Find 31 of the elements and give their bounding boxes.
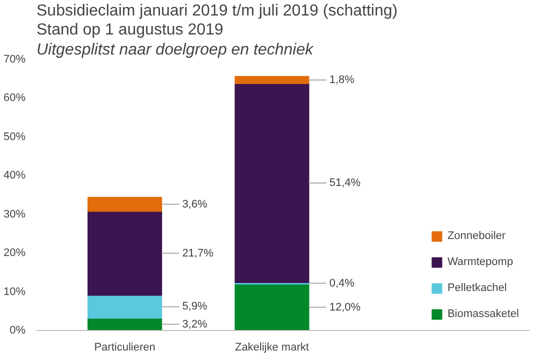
- chart-subtitle: Stand op 1 augustus 2019: [36, 22, 224, 38]
- data-label: 5,9%: [182, 300, 208, 313]
- y-tick-label: 70%: [3, 54, 26, 66]
- bar: [234, 76, 310, 84]
- bar: [88, 210, 162, 296]
- data-label: 21,7%: [182, 247, 214, 260]
- y-tick-label: 0%: [10, 324, 26, 336]
- data-label: 51,4%: [329, 177, 361, 189]
- bar: [234, 284, 310, 330]
- chart-title: Subsidieclaim januari 2019 t/m juli 2019 (schatting): [36, 2, 398, 20]
- data-label: 12,0%: [329, 301, 361, 314]
- data-label: 1,8%: [329, 74, 355, 86]
- x-tick-label: Zakelijke markt: [234, 342, 309, 354]
- data-label: 3,2%: [182, 318, 208, 330]
- legend-label: Zonneboiler: [447, 230, 506, 242]
- y-tick-label: 30%: [3, 208, 26, 220]
- legend-label: Pelletkachel: [447, 282, 507, 294]
- y-tick-label: 10%: [3, 286, 26, 298]
- y-tick-label: 20%: [3, 247, 26, 260]
- bar: [88, 196, 162, 212]
- legend-label: Warmtepomp: [447, 256, 514, 268]
- y-tick-label: 50%: [3, 130, 26, 143]
- y-tick-label: 40%: [3, 170, 26, 182]
- bar: [234, 83, 310, 283]
- x-tick-label: Particulieren: [94, 342, 156, 354]
- y-tick-label: 60%: [3, 92, 26, 104]
- data-label: 0,4%: [329, 277, 355, 290]
- legend-label: Biomassaketel: [447, 308, 519, 320]
- text: Uitgesplitst naar doelgroep en techniek: [36, 42, 314, 58]
- bar: [88, 294, 162, 319]
- data-label: 3,6%: [182, 198, 208, 210]
